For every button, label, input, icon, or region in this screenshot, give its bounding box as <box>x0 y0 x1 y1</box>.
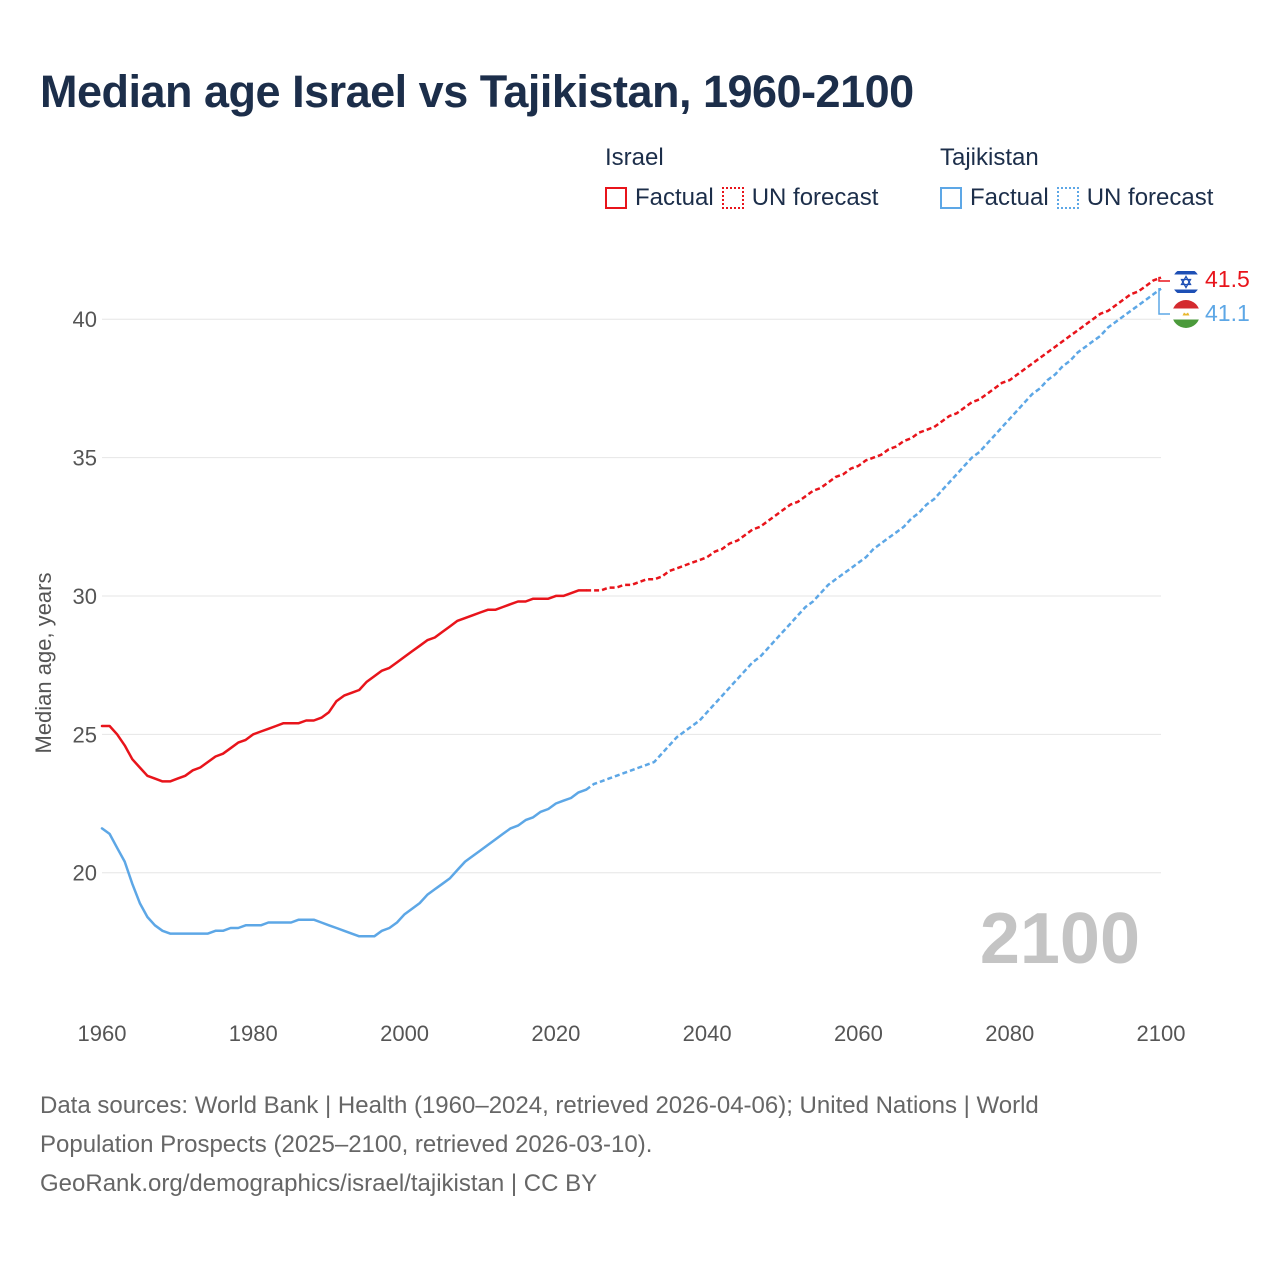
legend-tajikistan-forecast[interactable]: UN forecast <box>1056 184 1214 212</box>
footer-sources-line-1: Data sources: World Bank | Health (1960–… <box>40 1092 1039 1119</box>
x-tick-label-1980: 1980 <box>229 1021 278 1046</box>
end-label-israel: 41.5 <box>1205 266 1250 292</box>
x-tick-label-2080: 2080 <box>985 1021 1034 1046</box>
series-line-tajikistan-forecast[interactable] <box>585 287 1162 791</box>
legend-label-israel-factual: Factual <box>635 184 714 211</box>
end-label-tajikistan: 41.1 <box>1205 300 1250 326</box>
footer: Data sources: World Bank | Health (1960–… <box>40 1086 1240 1203</box>
footer-credit: GeoRank.org/demographics/israel/tajikist… <box>40 1170 598 1197</box>
series-layer <box>100 276 1162 938</box>
y-tick-label-20: 20 <box>73 861 97 886</box>
series-line-tajikistan-factual[interactable] <box>100 788 588 938</box>
legend-israel-forecast[interactable]: UN forecast <box>721 184 879 212</box>
chart-title: Median age Israel vs Tajikistan, 1960-21… <box>40 66 914 117</box>
x-tick-label-2100: 2100 <box>1137 1021 1186 1046</box>
end-labels: 41.5 41.1 <box>1158 266 1250 326</box>
x-tick-label-2040: 2040 <box>683 1021 732 1046</box>
legend-label-tajikistan-forecast: UN forecast <box>1086 184 1214 211</box>
leader-line-israel <box>1158 276 1170 282</box>
footer-sources-line-2: Population Prospects (2025–2100, retriev… <box>40 1131 653 1158</box>
legend-label-tajikistan-factual: Factual <box>970 184 1049 211</box>
x-tick-label-2000: 2000 <box>380 1021 429 1046</box>
legend-israel-factual[interactable]: Factual <box>605 184 714 212</box>
y-tick-label-25: 25 <box>73 722 97 747</box>
legend-tajikistan-factual[interactable]: Factual <box>940 184 1049 212</box>
legend-swatch-tajikistan-forecast <box>1056 187 1079 209</box>
legend-country-tajikistan: Tajikistan <box>940 144 1039 171</box>
legend-swatch-tajikistan-factual <box>940 187 962 209</box>
y-tick-label-40: 40 <box>73 307 97 332</box>
legend-country-israel: Israel <box>605 144 664 171</box>
legend-group-tajikistan: Tajikistan Factual UN forecast <box>940 144 1221 212</box>
legend-swatch-israel-factual <box>605 187 627 209</box>
year-watermark: 2100 <box>980 899 1140 979</box>
legend-group-israel: Israel Factual UN forecast <box>605 144 886 212</box>
series-line-israel-factual[interactable] <box>100 589 588 783</box>
x-tick-label-2020: 2020 <box>531 1021 580 1046</box>
x-tick-label-2060: 2060 <box>834 1021 883 1046</box>
y-tick-label-35: 35 <box>73 446 97 471</box>
series-line-israel-forecast[interactable] <box>586 276 1162 592</box>
x-tick-label-1960: 1960 <box>78 1021 127 1046</box>
y-tick-label-30: 30 <box>73 584 97 609</box>
y-axis-title: Median age, years <box>31 573 56 754</box>
axis-layer: 20 25 30 35 40 1960 1980 2000 2020 2040 2060 2080 21… <box>31 307 1185 1046</box>
leader-line-tajikistan <box>1158 287 1170 315</box>
legend-label-israel-forecast: UN forecast <box>751 184 879 211</box>
legend-swatch-israel-forecast <box>721 187 744 209</box>
israel-flag-icon <box>1172 268 1200 296</box>
tajikistan-flag-icon <box>1172 300 1200 328</box>
grid-layer <box>102 318 1161 874</box>
